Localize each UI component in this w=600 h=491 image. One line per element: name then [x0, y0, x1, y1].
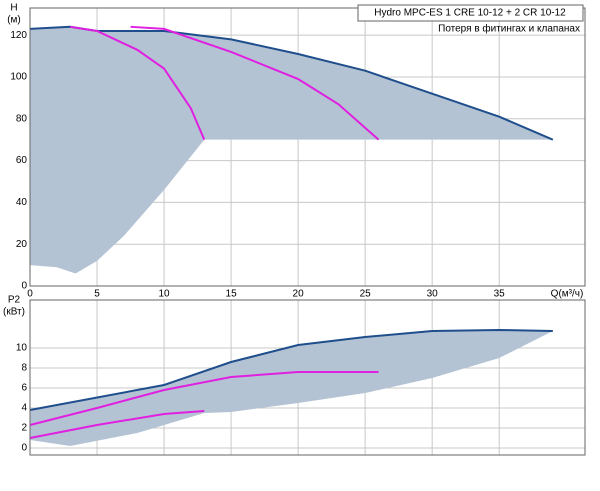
y-tick-label: 120: [10, 30, 27, 41]
chart-title: Hydro MPC-ES 1 CRE 10-12 + 2 CR 10-12: [374, 8, 566, 19]
y-axis-label: P2: [8, 295, 21, 306]
x-tick-label: 30: [427, 289, 439, 300]
y-tick-label: 0: [21, 443, 27, 454]
y-tick-label: 8: [21, 363, 27, 374]
y-tick-label: 4: [21, 403, 27, 414]
y-tick-label: 40: [16, 197, 28, 208]
x-tick-label: 25: [360, 289, 372, 300]
x-axis-label: Q(м³/ч): [551, 289, 584, 300]
y-axis-label: (кВт): [3, 307, 25, 318]
x-tick-label: 0: [27, 289, 33, 300]
y-tick-label: 100: [10, 72, 27, 83]
x-tick-label: 35: [494, 289, 506, 300]
y-axis-label: (м): [7, 15, 21, 26]
area: [30, 26, 553, 274]
y-tick-label: 80: [16, 113, 28, 124]
line: [70, 25, 206, 141]
plot-border: [29, 299, 586, 456]
y-tick-label: 0: [21, 281, 27, 292]
y-tick-label: 2: [21, 423, 27, 434]
line: [29, 410, 205, 439]
line: [29, 371, 379, 426]
y-tick-label: 6: [21, 383, 27, 394]
y-tick-label: 10: [16, 343, 28, 354]
x-tick-label: 10: [158, 289, 170, 300]
y-tick-label: 20: [16, 239, 28, 250]
chart-subtitle: Потеря в фитингах и клапанах: [438, 23, 580, 35]
area: [30, 330, 553, 446]
line: [130, 25, 380, 141]
x-tick-label: 5: [94, 289, 100, 300]
y-axis-label: H: [10, 3, 17, 14]
plot-border: [29, 7, 586, 287]
x-tick-label: 15: [226, 289, 238, 300]
y-tick-label: 60: [16, 155, 28, 166]
line: [29, 328, 553, 411]
legend-box: [357, 4, 584, 22]
x-tick-label: 20: [293, 289, 305, 300]
